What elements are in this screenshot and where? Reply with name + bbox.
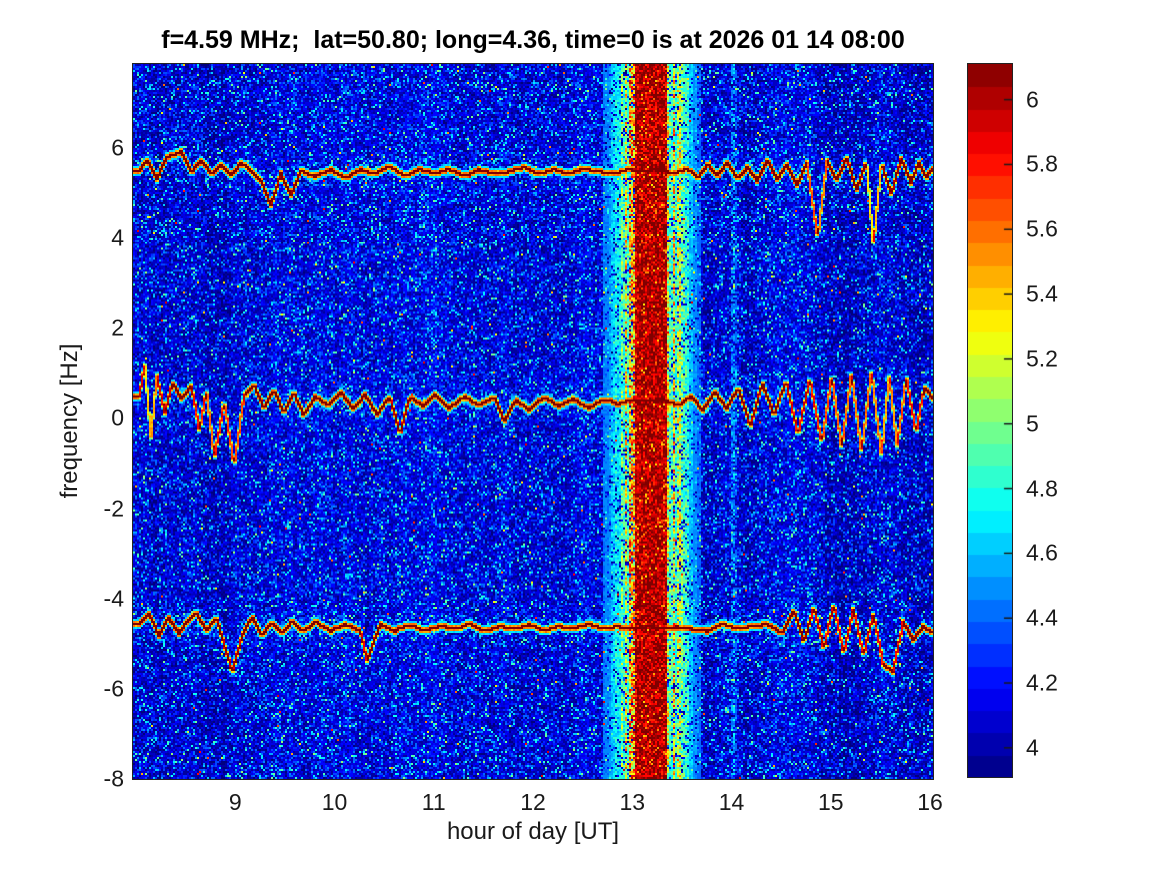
colorbar-tick-label: 5.8: [1026, 150, 1058, 177]
colorbar-tick-label: 4.4: [1026, 604, 1058, 631]
colorbar-tick-label: 5.6: [1026, 215, 1058, 242]
x-axis-label: hour of day [UT]: [446, 818, 620, 845]
spectrogram-canvas: [133, 64, 933, 779]
x-axis-tick-label: 14: [718, 789, 745, 815]
colorbar-tick-label: 4.6: [1026, 539, 1058, 566]
chart-title: f=4.59 MHz; lat=50.80; long=4.36, time=0…: [161, 26, 905, 54]
colorbar-tick-label: 4.8: [1026, 475, 1058, 502]
y-axis-label: frequency [Hz]: [56, 343, 83, 499]
y-axis-tick-label: -2: [103, 495, 124, 521]
colorbar: [967, 63, 1013, 778]
colorbar-tick-label: 5: [1026, 410, 1039, 437]
y-axis-tick-label: -4: [103, 585, 124, 612]
x-axis-tick-label: 13: [619, 789, 646, 815]
colorbar-tick-label: 4: [1026, 734, 1039, 761]
y-axis-tick-label: -6: [103, 675, 124, 702]
x-axis-tick-label: 9: [228, 789, 242, 815]
y-axis-tick-label: -8: [103, 765, 124, 792]
colorbar-tick-label: 6: [1026, 86, 1039, 113]
y-axis-tick-label: 2: [111, 314, 124, 341]
x-axis-tick-label: 16: [917, 789, 943, 815]
x-axis-tick-label: 10: [321, 789, 348, 815]
colorbar-tick-label: 5.2: [1026, 345, 1058, 372]
x-axis-tick-label: 15: [817, 789, 844, 815]
colorbar-canvas: [968, 64, 1012, 777]
x-axis-tick-label: 11: [421, 789, 446, 815]
plot-area: [132, 63, 934, 780]
y-axis-tick-label: 6: [111, 134, 124, 161]
x-axis-tick-label: 12: [520, 789, 546, 815]
colorbar-tick-label: 4.2: [1026, 669, 1058, 696]
y-axis-tick-label: 0: [111, 404, 124, 431]
colorbar-tick-label: 5.4: [1026, 280, 1058, 307]
y-axis-tick-label: 4: [111, 224, 124, 251]
